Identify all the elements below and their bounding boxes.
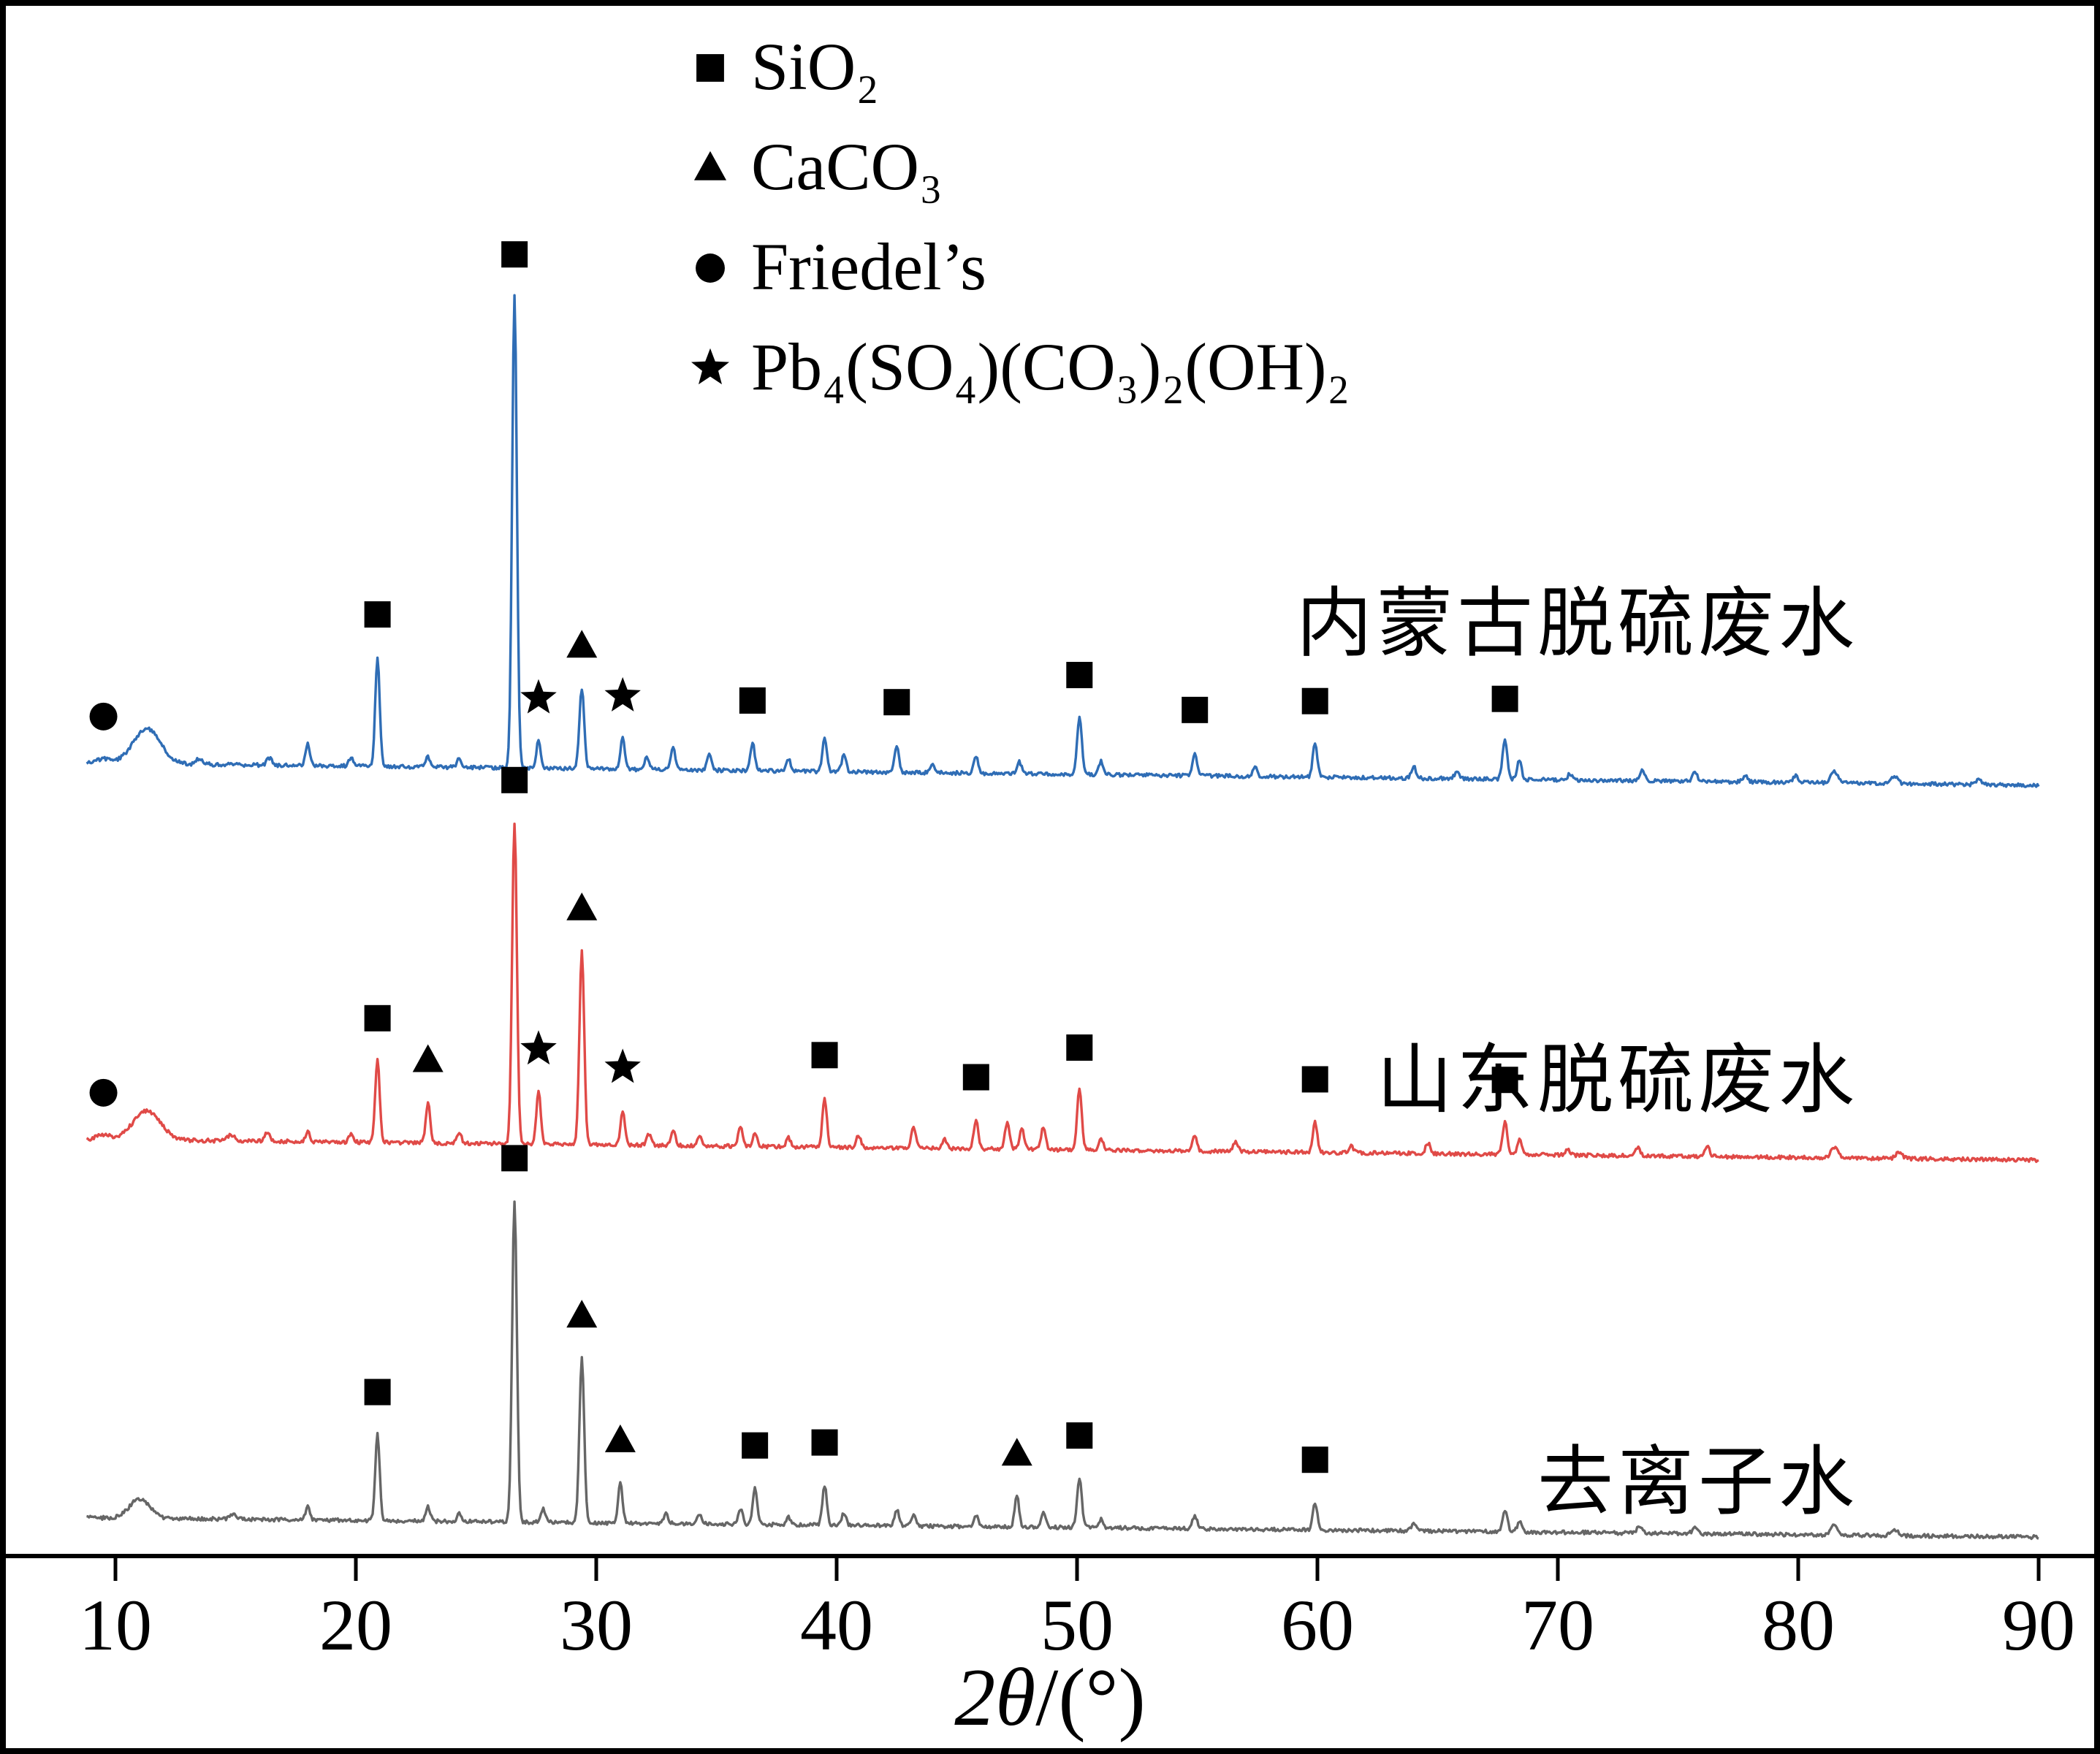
square-icon (1066, 1422, 1093, 1449)
star-icon (604, 1048, 641, 1083)
theta-symbol: θ (995, 1652, 1036, 1743)
square-icon (501, 1145, 528, 1172)
square-icon (1301, 1446, 1328, 1473)
square-icon (1301, 687, 1328, 714)
star-icon (520, 679, 557, 714)
legend-item: Friedel’s (687, 216, 1350, 316)
square-icon (739, 687, 766, 714)
square-icon (1301, 1066, 1328, 1093)
x-axis-title-suffix: /(°) (1035, 1652, 1146, 1743)
square-icon (696, 53, 724, 82)
square-icon (364, 601, 391, 628)
legend-item-label: Pb₄(SO₄)(CO₃)₂(OH)₂ (751, 329, 1350, 404)
circle-icon (89, 1078, 118, 1107)
x-tick-label: 10 (79, 1585, 152, 1666)
x-tick-label: 40 (800, 1585, 873, 1666)
square-icon (811, 1429, 838, 1456)
triangle-icon (566, 892, 598, 920)
square-icon (1066, 662, 1093, 689)
star-icon (691, 348, 729, 384)
x-tick-label: 70 (1521, 1585, 1594, 1666)
legend-item-label: Friedel’s (751, 229, 986, 304)
legend-item-label: CaCO₃ (751, 129, 943, 204)
series-label: 山东脱硫废水 (1376, 1039, 1859, 1123)
square-icon (364, 1379, 391, 1406)
legend-item-label: SiO₂ (751, 28, 880, 104)
square-icon (883, 689, 910, 716)
circle-icon (696, 253, 725, 283)
square-icon (742, 1432, 769, 1459)
circle-icon (89, 702, 118, 731)
square-icon (1066, 1034, 1093, 1061)
legend-item: CaCO₃ (687, 116, 1350, 216)
series-label: 去离子水 (1537, 1441, 1859, 1525)
x-tick-label: 80 (1762, 1585, 1835, 1666)
triangle-icon (566, 630, 598, 658)
triangle-icon (412, 1044, 444, 1072)
square-icon (962, 1064, 989, 1091)
square-icon (1182, 696, 1209, 723)
x-axis-title: 2θ/(°) (0, 1657, 2100, 1739)
triangle-icon (1001, 1438, 1032, 1466)
legend-item: SiO₂ (687, 16, 1350, 116)
x-tick-label: 50 (1041, 1585, 1114, 1666)
x-tick-label: 20 (319, 1585, 392, 1666)
xrd-trace (86, 1200, 2039, 1541)
square-icon (501, 766, 528, 793)
x-tick-label: 90 (2002, 1585, 2075, 1666)
star-icon (520, 1030, 557, 1065)
star-icon (691, 348, 729, 384)
triangle-icon (693, 150, 727, 180)
square-icon (501, 241, 528, 268)
xrd-trace (85, 822, 2039, 1164)
square-icon (1491, 685, 1518, 712)
star-icon (604, 676, 641, 712)
triangle-icon (566, 1300, 598, 1328)
series-label: 内蒙古脱硫废水 (1296, 582, 1859, 666)
x-axis-title-prefix: 2 (954, 1652, 996, 1743)
legend: SiO₂ CaCO₃ Friedel’s Pb₄(SO₄)(CO₃)₂(OH)₂ (687, 16, 1350, 416)
triangle-icon (693, 150, 727, 180)
square-icon (696, 53, 724, 82)
xrd-trace (85, 294, 2040, 788)
x-tick-label: 60 (1281, 1585, 1354, 1666)
x-tick-label: 30 (560, 1585, 633, 1666)
circle-icon (696, 253, 725, 283)
legend-item: Pb₄(SO₄)(CO₃)₂(OH)₂ (687, 316, 1350, 416)
square-icon (811, 1042, 838, 1069)
triangle-icon (604, 1424, 636, 1452)
square-icon (364, 1004, 391, 1032)
square-icon (1491, 1067, 1518, 1094)
